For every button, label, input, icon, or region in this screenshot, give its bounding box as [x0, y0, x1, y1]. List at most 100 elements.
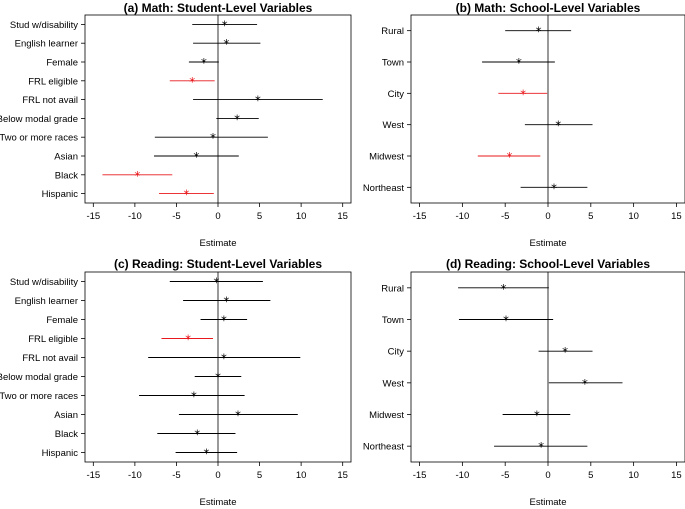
panel-c-category-label: FRL eligible [28, 334, 78, 345]
panel-a-tick-label: -15 [86, 211, 100, 222]
panel-c-tick-label: 15 [337, 470, 348, 481]
panel-c-category-label: FRL not avail [22, 353, 78, 364]
panel-b-tick-label: -15 [413, 211, 427, 222]
panel-a-tick-label: 15 [337, 211, 348, 222]
panel-a-category-label: Below modal grade [0, 114, 78, 125]
panel-a-estimate-marker: * [223, 37, 229, 51]
panel-c-xlabel: Estimate [200, 497, 237, 508]
panel-d-tick-label: 0 [545, 470, 550, 481]
panel-a-category-label: English learner [15, 39, 78, 50]
panel-a-tick-label: 5 [257, 211, 262, 222]
panel-d-category-label: Rural [381, 283, 404, 294]
panel-b-category-label: Midwest [369, 152, 404, 163]
panel-a-estimate-marker: * [189, 75, 195, 89]
panel-a-tick-label: 0 [215, 211, 220, 222]
panel-b-category-label: Northeast [363, 183, 405, 194]
panel-c-tick-label: 0 [215, 470, 220, 481]
panel-c-estimate-marker: * [185, 333, 191, 347]
panel-b-category-label: Rural [381, 26, 404, 37]
panel-b-title: (b) Math: School-Level Variables [456, 1, 641, 15]
panel-c-category-label: Black [55, 429, 78, 440]
panel-c-category-label: Below modal grade [0, 372, 78, 383]
panel-b-tick-label: 10 [628, 211, 639, 222]
panel-c-category-label: English learner [15, 296, 78, 307]
panel-a-estimate-marker: * [222, 18, 228, 32]
panel-b-tick-label: 5 [588, 211, 593, 222]
panel-a-category-label: Asian [54, 152, 78, 163]
panel-b-estimate-marker: * [555, 119, 561, 133]
panel-c-tick-label: -5 [172, 470, 180, 481]
panel-c-estimate-marker: * [203, 447, 209, 461]
panel-c-category-label: Female [46, 315, 78, 326]
panel-c-estimate-marker: * [194, 428, 200, 442]
panel-d-estimate-marker: * [562, 345, 568, 359]
panel-d-category-label: Town [382, 315, 404, 326]
panel-c-estimate-marker: * [191, 390, 197, 404]
panel-b-estimate-marker: * [551, 181, 557, 195]
panel-a-xlabel: Estimate [200, 238, 237, 249]
panel-d-tick-label: -5 [501, 470, 509, 481]
panel-d-tick-label: 5 [588, 470, 593, 481]
panel-c-estimate-marker: * [221, 352, 227, 366]
panel-c-estimate-marker: * [235, 409, 241, 423]
panel-d-estimate-marker: * [503, 314, 509, 328]
panel-d-category-label: City [388, 347, 405, 358]
panel-a-category-label: Black [55, 170, 78, 181]
panel-a-category-label: FRL eligible [28, 76, 78, 87]
panel-b-estimate-marker: * [536, 25, 542, 39]
panel-a-estimate-marker: * [193, 150, 199, 164]
panel-d-estimate-marker: * [534, 409, 540, 423]
panel-a-category-label: Female [46, 58, 78, 69]
panel-a-estimate-marker: * [201, 56, 207, 70]
panel-b-tick-label: -10 [456, 211, 470, 222]
panel-a-category-label: FRL not avail [22, 95, 78, 106]
panel-d-tick-label: -15 [413, 470, 427, 481]
panel-c-estimate-marker: * [221, 314, 227, 328]
panel-d-estimate-marker: * [538, 440, 544, 454]
panel-c-estimate-marker: * [213, 276, 219, 290]
panel-c-category-label: Two or more races [0, 391, 78, 402]
panel-c-tick-label: 10 [296, 470, 307, 481]
panel-d-estimate-marker: * [500, 282, 506, 296]
panel-c-tick-label: 5 [257, 470, 262, 481]
panel-a-category-label: Stud w/disability [10, 20, 78, 31]
panel-c-estimate-marker: * [223, 295, 229, 309]
panel-b-tick-label: 15 [671, 211, 682, 222]
panel-d-estimate-marker: * [582, 377, 588, 391]
panel-a-estimate-marker: * [183, 188, 189, 202]
panel-c-title: (c) Reading: Student-Level Variables [114, 257, 322, 271]
panel-a-tick-label: -5 [172, 211, 180, 222]
panel-c-tick-label: -15 [86, 470, 100, 481]
panel-a-tick-label: 10 [296, 211, 307, 222]
panel-d-xlabel: Estimate [530, 497, 567, 508]
panel-a-tick-label: -10 [128, 211, 142, 222]
panel-d-tick-label: -10 [456, 470, 470, 481]
panel-b-estimate-marker: * [506, 150, 512, 164]
panel-d-category-label: West [383, 378, 405, 389]
panel-d-tick-label: 10 [628, 470, 639, 481]
panel-b-estimate-marker: * [516, 56, 522, 70]
panel-a-title: (a) Math: Student-Level Variables [124, 1, 313, 15]
panel-b-tick-label: 0 [545, 211, 550, 222]
panel-a-category-label: Two or more races [0, 133, 78, 144]
panel-b-category-label: City [388, 89, 405, 100]
panel-b-xlabel: Estimate [530, 238, 567, 249]
panel-b-category-label: West [383, 120, 405, 131]
panel-d-tick-label: 15 [671, 470, 682, 481]
panel-c-tick-label: -10 [128, 470, 142, 481]
panel-b-category-label: Town [382, 58, 404, 69]
panel-a-category-label: Hispanic [42, 189, 79, 200]
panel-d-category-label: Northeast [363, 442, 405, 453]
panel-a-estimate-marker: * [255, 94, 261, 108]
panel-c-category-label: Asian [54, 410, 78, 421]
panel-c-category-label: Hispanic [42, 448, 79, 459]
panel-b-tick-label: -5 [501, 211, 509, 222]
panel-a-estimate-marker: * [134, 169, 140, 183]
panel-d-title: (d) Reading: School-Level Variables [446, 257, 650, 271]
panel-d-category-label: Midwest [369, 410, 404, 421]
panel-b-estimate-marker: * [520, 87, 526, 101]
panel-c-category-label: Stud w/disability [10, 277, 78, 288]
panel-a-estimate-marker: * [210, 131, 216, 145]
panel-c-estimate-marker: * [215, 371, 221, 385]
